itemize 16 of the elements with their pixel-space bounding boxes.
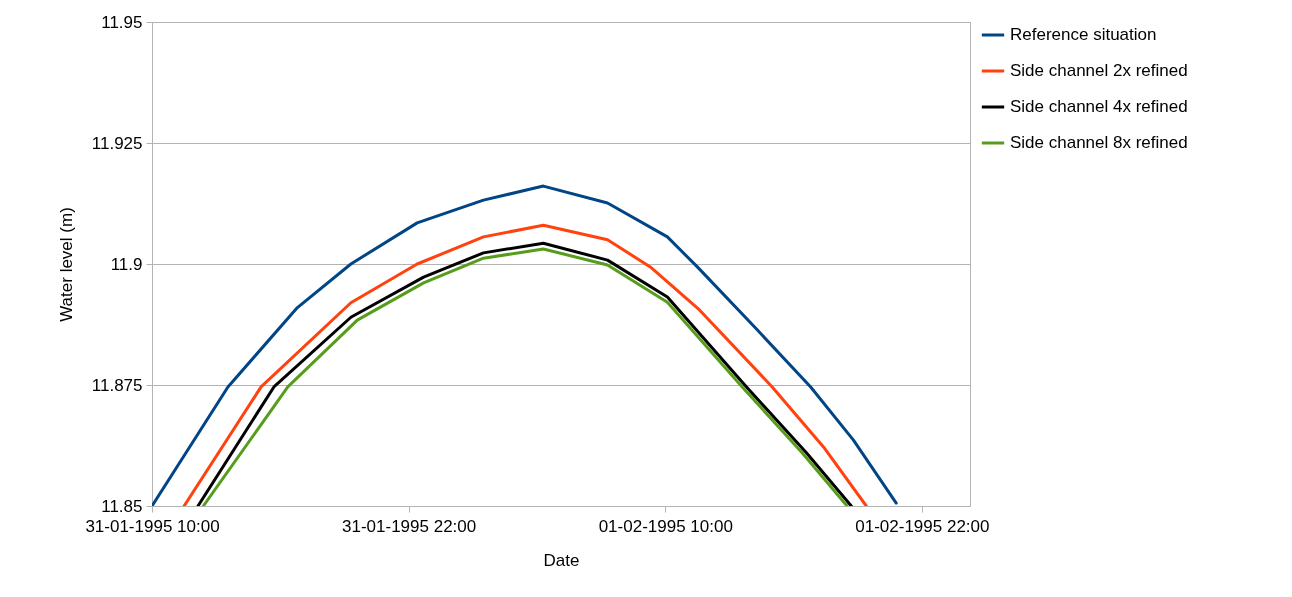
x-tick-label: 01-02-1995 22:00: [855, 516, 990, 536]
legend-label: Side channel 2x refined: [1010, 61, 1188, 80]
x-axis-title: Date: [543, 550, 580, 570]
y-tick-label: 11.9: [110, 254, 143, 274]
y-tick-label: 11.875: [91, 375, 143, 395]
y-tick-label: 11.925: [91, 133, 143, 153]
x-tick-label: 31-01-1995 10:00: [85, 516, 220, 536]
legend-label: Side channel 4x refined: [1010, 97, 1188, 116]
y-axis-title: Water level (m): [56, 207, 76, 322]
line-series: [152, 184, 898, 506]
x-tick-label: 01-02-1995 10:00: [598, 516, 733, 536]
legend-label: Reference situation: [1010, 25, 1157, 44]
y-tick-label: 11.85: [101, 496, 143, 516]
legend-label: Side channel 8x refined: [1010, 133, 1188, 152]
x-tick-label: 31-01-1995 22:00: [342, 516, 477, 536]
y-tick-label: 11.95: [101, 12, 143, 32]
